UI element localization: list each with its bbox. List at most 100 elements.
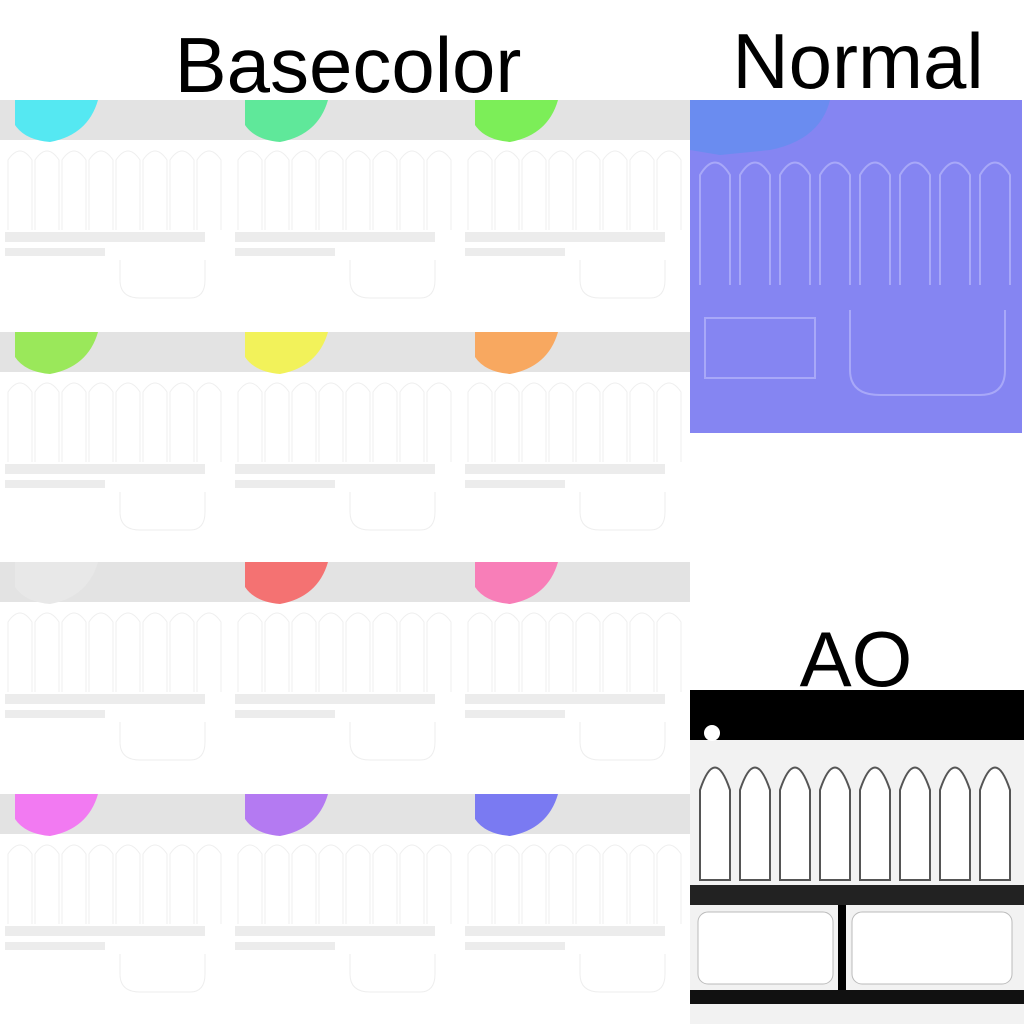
tile-arch bbox=[399, 150, 425, 230]
tile-cup bbox=[579, 492, 666, 531]
tile-arch bbox=[264, 150, 290, 230]
tile-blob bbox=[245, 100, 328, 142]
tile-cup bbox=[579, 260, 666, 299]
tile-arch bbox=[196, 612, 222, 692]
ao-arch bbox=[699, 766, 731, 881]
tile-arch bbox=[237, 844, 263, 924]
tile-arch bbox=[426, 612, 452, 692]
ao-arch bbox=[819, 766, 851, 881]
tile-arch bbox=[467, 612, 493, 692]
tile-arch bbox=[237, 612, 263, 692]
tile-arch bbox=[656, 844, 682, 924]
tile-arch bbox=[34, 844, 60, 924]
tile-strip bbox=[465, 942, 565, 950]
tile-arch bbox=[318, 844, 344, 924]
tile-blob bbox=[245, 332, 328, 374]
tile-cup bbox=[579, 722, 666, 761]
basecolor-grid bbox=[0, 100, 690, 993]
tile-strip bbox=[235, 464, 435, 474]
tile-arch bbox=[399, 612, 425, 692]
ao-divider bbox=[838, 905, 846, 990]
tile-blob bbox=[475, 794, 558, 836]
normal-arch bbox=[819, 161, 851, 285]
tile-arch bbox=[345, 382, 371, 462]
tile-strip bbox=[465, 480, 565, 488]
normal-arch bbox=[899, 161, 931, 285]
tile-strip bbox=[5, 248, 105, 256]
tile-cup bbox=[119, 492, 206, 531]
tile-arch bbox=[291, 844, 317, 924]
tile-strip bbox=[235, 926, 435, 936]
tile-arch bbox=[169, 844, 195, 924]
tile-arch bbox=[467, 150, 493, 230]
ao-mid-band bbox=[690, 885, 1024, 905]
tile-strip bbox=[235, 942, 335, 950]
tile-arch bbox=[656, 612, 682, 692]
tile-strip bbox=[465, 464, 665, 474]
tile-arch bbox=[115, 382, 141, 462]
tile-strip bbox=[5, 232, 205, 242]
tile-arch bbox=[521, 150, 547, 230]
tile-arch bbox=[88, 150, 114, 230]
tile-arch bbox=[196, 844, 222, 924]
ao-bottom-band bbox=[690, 990, 1024, 1004]
tile-arch bbox=[399, 844, 425, 924]
tile-arch bbox=[7, 844, 33, 924]
tile-blob bbox=[15, 100, 98, 142]
tile-arch bbox=[7, 382, 33, 462]
tile-arch bbox=[426, 844, 452, 924]
normal-arch bbox=[939, 161, 971, 285]
tile-strip bbox=[5, 710, 105, 718]
tile-cup bbox=[349, 492, 436, 531]
tile-arch bbox=[629, 382, 655, 462]
tile-strip bbox=[235, 232, 435, 242]
ao-arch bbox=[939, 766, 971, 881]
tile-cup bbox=[349, 722, 436, 761]
tile-arch bbox=[656, 150, 682, 230]
tile-cup bbox=[349, 260, 436, 299]
normal-cup bbox=[849, 310, 1006, 396]
tile-blob bbox=[15, 562, 98, 604]
tile-arch bbox=[575, 844, 601, 924]
ao-top-band bbox=[690, 690, 1024, 740]
tile-arch bbox=[88, 382, 114, 462]
tile-arch bbox=[345, 150, 371, 230]
tile-arch bbox=[142, 150, 168, 230]
tile-arch bbox=[34, 612, 60, 692]
tile-strip bbox=[235, 248, 335, 256]
tile-arch bbox=[142, 844, 168, 924]
normal-arch bbox=[779, 161, 811, 285]
ao-arch bbox=[779, 766, 811, 881]
tile-arch bbox=[602, 150, 628, 230]
tile-arch bbox=[602, 382, 628, 462]
tile-strip bbox=[465, 926, 665, 936]
tile-arch bbox=[196, 150, 222, 230]
tile-arch bbox=[467, 382, 493, 462]
tile-strip bbox=[235, 710, 335, 718]
tile-cup bbox=[579, 954, 666, 993]
ao-panel bbox=[851, 911, 1013, 985]
tile-arch bbox=[656, 382, 682, 462]
tile-arch bbox=[142, 382, 168, 462]
tile-strip bbox=[465, 248, 565, 256]
tile-blob bbox=[475, 332, 558, 374]
tile-strip bbox=[465, 710, 565, 718]
tile-arch bbox=[88, 844, 114, 924]
tile-arch bbox=[115, 844, 141, 924]
tile-arch bbox=[34, 382, 60, 462]
tile-arch bbox=[629, 150, 655, 230]
tile-arch bbox=[61, 382, 87, 462]
tile-arch bbox=[237, 382, 263, 462]
tile-arch bbox=[372, 844, 398, 924]
tile-arch bbox=[264, 844, 290, 924]
tile-arch bbox=[169, 150, 195, 230]
normal-label: Normal bbox=[732, 17, 983, 105]
tile-arch bbox=[7, 612, 33, 692]
tile-arch bbox=[548, 150, 574, 230]
tile-arch bbox=[61, 844, 87, 924]
tile-arch bbox=[575, 612, 601, 692]
tile-arch bbox=[34, 150, 60, 230]
tile-arch bbox=[264, 612, 290, 692]
tile-arch bbox=[115, 612, 141, 692]
